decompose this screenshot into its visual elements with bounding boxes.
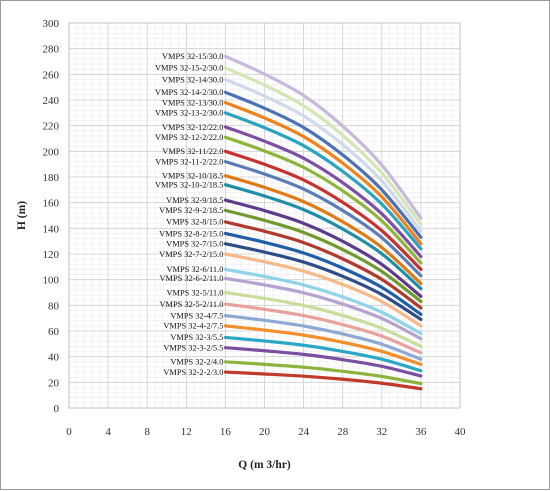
series-label: VMPS 32-2-2/3.0	[163, 368, 223, 377]
series-label: VMPS 32-8/15.0	[166, 218, 223, 227]
series-label: VMPS 32-4-2/7.5	[163, 322, 223, 331]
series-line	[223, 149, 423, 271]
series-label: VMPS 32-12-2/22.0	[155, 133, 223, 142]
series-line	[223, 135, 423, 265]
series-line	[223, 302, 423, 355]
x-tick-label: 0	[66, 426, 72, 438]
y-axis-label: H (m)	[16, 201, 28, 230]
x-tick-label: 24	[298, 426, 310, 438]
series-label: VMPS 32-9/18.5	[166, 196, 223, 205]
series-label: VMPS 32-11/22.0	[162, 147, 223, 156]
series-label: VMPS 32-6/11.0	[166, 265, 223, 274]
x-tick-label: 4	[105, 426, 111, 438]
series-line	[223, 174, 423, 286]
y-tick-label: 40	[48, 352, 60, 364]
series-line	[223, 183, 423, 291]
series-label: VMPS 32-13-2/30.0	[155, 109, 223, 118]
x-tick-label: 40	[455, 426, 467, 438]
series-line	[223, 54, 423, 220]
x-axis-label: Q (m 3/hr)	[238, 459, 291, 471]
series-label: VMPS 32-2/4.0	[170, 358, 223, 367]
y-tick-label: 300	[43, 18, 60, 30]
series-line	[223, 267, 423, 336]
series-line	[223, 370, 423, 391]
series-label: VMPS 32-3/5.5	[170, 333, 223, 342]
series-line	[223, 360, 423, 386]
axes: 0 4 8 12 16 20 24 28 32 36 40 0 20 40 60 80 100 120 140 160…	[43, 18, 467, 438]
y-tick-label: 280	[43, 44, 60, 56]
y-tick-label: 60	[48, 326, 60, 338]
y-tick-label: 120	[43, 249, 60, 261]
series-line	[223, 252, 423, 328]
y-tick-label: 140	[43, 223, 60, 235]
series-label: VMPS 32-4/7.5	[170, 311, 223, 320]
series-label: VMPS 32-15/30.0	[162, 52, 223, 61]
series-label: VMPS 32-10-2/18.5	[155, 181, 223, 190]
x-tick-label: 8	[144, 426, 150, 438]
x-tick-label: 16	[220, 426, 232, 438]
plot-area-border	[68, 22, 461, 409]
series-label: VMPS 32-5-2/11.0	[159, 300, 223, 309]
series-line	[223, 160, 423, 278]
series-label: VMPS 32-10/18.5	[162, 172, 223, 181]
series-line	[223, 290, 423, 348]
series-label: VMPS 32-15-2/30.0	[155, 64, 223, 73]
y-tick-label: 160	[43, 198, 60, 210]
series-line	[223, 231, 423, 316]
y-tick-label: 80	[48, 300, 60, 312]
series-line	[223, 346, 423, 378]
series-line	[223, 242, 423, 322]
x-tick-label: 36	[415, 426, 427, 438]
y-tick-label: 240	[43, 95, 60, 107]
y-tick-label: 180	[43, 172, 60, 184]
series-label: VMPS 32-14/30.0	[162, 75, 223, 84]
series-line	[223, 208, 423, 304]
series-line	[223, 66, 423, 227]
series-line	[223, 77, 423, 233]
y-tick-label: 220	[43, 121, 60, 133]
series-label: VMPS 32-6-2/11.0	[159, 274, 223, 283]
series-line	[223, 314, 423, 361]
y-tick-label: 100	[43, 275, 60, 287]
series-line	[223, 220, 423, 310]
x-tick-label: 12	[181, 426, 192, 438]
series-line	[223, 324, 423, 366]
series-label: VMPS 32-7/15.0	[166, 240, 223, 249]
series-line	[223, 100, 423, 246]
y-tick-label: 260	[43, 69, 60, 81]
series-line	[223, 335, 423, 373]
series-label: VMPS 32-3-2/5.5	[163, 343, 223, 352]
series-line	[223, 111, 423, 251]
series-label: VMPS 32-9-2/18.5	[159, 206, 223, 215]
series-line	[223, 276, 423, 341]
series-label: VMPS 32-12/22.0	[162, 123, 223, 132]
series-label: VMPS 32-13/30.0	[162, 98, 223, 107]
x-tick-label: 20	[259, 426, 271, 438]
x-tick-label: 28	[337, 426, 349, 438]
x-tick-label: 32	[376, 426, 387, 438]
series-label: VMPS 32-14-2/30.0	[155, 88, 223, 97]
y-tick-label: 20	[48, 377, 60, 389]
series-line	[223, 125, 423, 259]
series-lines	[223, 54, 423, 391]
y-tick-label: 0	[54, 403, 60, 415]
series-label: VMPS 32-7-2/15.0	[159, 250, 223, 259]
series-label: VMPS 32-5/11.0	[166, 288, 223, 297]
series-label: VMPS 32-8-2/15.0	[159, 229, 223, 238]
series-label: VMPS 32-11-2/22.0	[155, 157, 223, 166]
series-line	[223, 90, 423, 239]
series-line	[223, 198, 423, 298]
y-tick-label: 200	[43, 146, 60, 158]
